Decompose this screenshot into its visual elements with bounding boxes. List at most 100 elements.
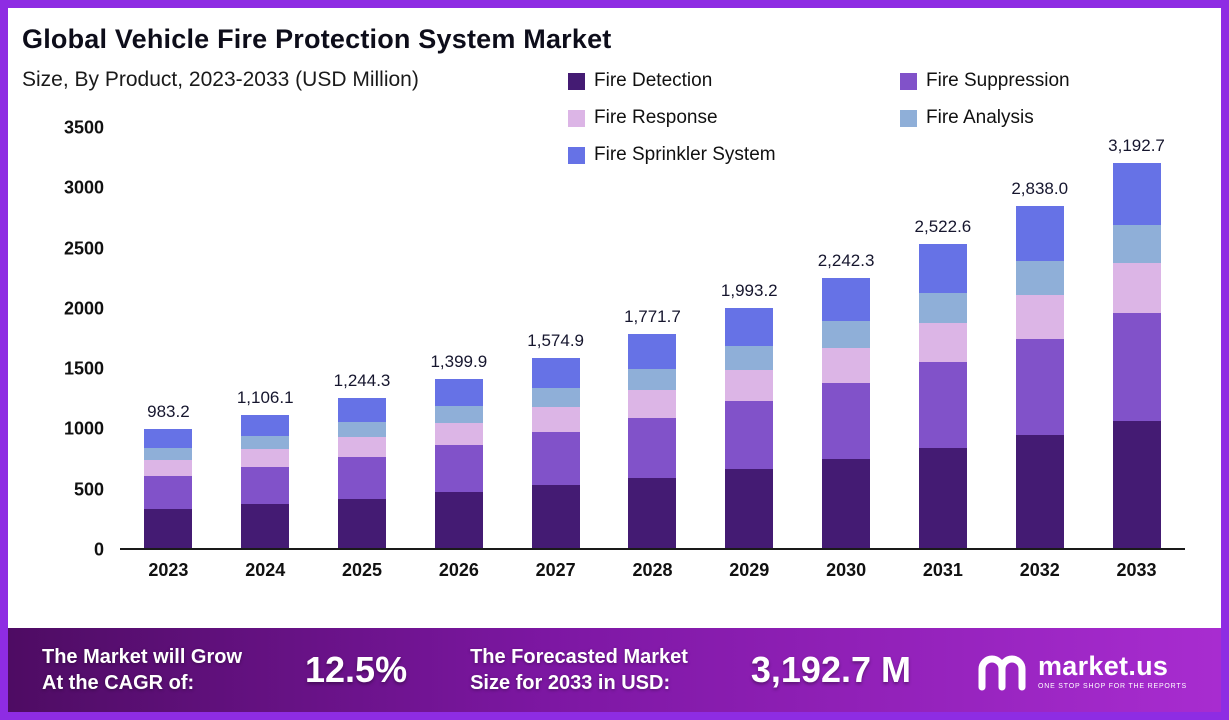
bar-segment-fire-sprinkler-system xyxy=(725,307,774,347)
legend-item-fire-detection: Fire Detection xyxy=(568,70,900,92)
bar-segment-fire-suppression xyxy=(725,401,774,469)
forecast-label-line2: Size for 2033 in USD: xyxy=(470,672,671,694)
bar-stack xyxy=(144,429,193,548)
bar-segment-fire-sprinkler-system xyxy=(1015,205,1064,261)
legend: Fire Detection Fire Suppression Fire Res… xyxy=(568,70,1198,166)
bar-segment-fire-analysis xyxy=(1112,224,1161,264)
bar-group: 983.2 xyxy=(120,128,217,548)
legend-label-fire-analysis: Fire Analysis xyxy=(926,107,1034,128)
y-axis-tick: 3500 xyxy=(63,117,104,138)
chart-area: Global Vehicle Fire Protection System Ma… xyxy=(8,8,1221,628)
cagr-label: The Market will Grow At the CAGR of: xyxy=(42,644,242,696)
bar-stack xyxy=(822,277,871,548)
bar-segment-fire-analysis xyxy=(822,321,871,349)
y-axis-tick: 2500 xyxy=(63,238,104,259)
bar-group: 2,838.0 xyxy=(991,128,1088,548)
bar-segment-fire-detection xyxy=(1015,435,1064,548)
bar-segment-fire-sprinkler-system xyxy=(241,414,290,437)
x-axis-label: 2024 xyxy=(245,560,286,580)
bar-segment-fire-suppression xyxy=(1112,313,1161,421)
bar-segment-fire-suppression xyxy=(531,432,580,486)
bar-segment-fire-sprinkler-system xyxy=(531,358,580,389)
y-axis: 0 500 1000 1500 2000 2500 3000 3500 xyxy=(16,8,104,628)
bar-stack xyxy=(628,334,677,548)
bar-segment-fire-detection xyxy=(628,477,677,548)
bar-segment-fire-suppression xyxy=(241,466,290,504)
x-axis-label: 2031 xyxy=(922,560,963,580)
bar-segment-fire-suppression xyxy=(434,445,483,493)
x-axis-label: 2025 xyxy=(342,560,383,580)
bar-segment-fire-analysis xyxy=(1015,260,1064,295)
page-title: Global Vehicle Fire Protection System Ma… xyxy=(22,24,612,54)
legend-item-fire-analysis: Fire Analysis xyxy=(900,107,1198,129)
bar-segment-fire-sprinkler-system xyxy=(918,243,967,293)
y-axis-tick: 3000 xyxy=(63,177,104,198)
bar-total-label: 1,244.3 xyxy=(333,371,391,390)
legend-label-fire-detection: Fire Detection xyxy=(594,70,713,91)
bar-segment-fire-analysis xyxy=(918,292,967,323)
legend-label-fire-response: Fire Response xyxy=(594,107,718,128)
brand-text-block: market.us ONE STOP SHOP FOR THE REPORTS xyxy=(1038,651,1187,690)
bar-segment-fire-response xyxy=(918,322,967,363)
bar-group: 1,574.9 xyxy=(507,128,604,548)
forecast-label-line1: The Forecasted Market xyxy=(470,646,688,668)
bar-segment-fire-sprinkler-system xyxy=(628,334,677,369)
bar-stack xyxy=(434,379,483,548)
bar-total-label: 2,242.3 xyxy=(817,250,875,270)
legend-label-fire-suppression: Fire Suppression xyxy=(926,70,1070,91)
footer-banner: The Market will Grow At the CAGR of: 12.… xyxy=(8,628,1221,712)
y-axis-tick: 1000 xyxy=(63,418,104,439)
x-axis-label: 2023 xyxy=(148,560,189,580)
bar-segment-fire-response xyxy=(241,449,290,467)
bar-segment-fire-analysis xyxy=(338,422,387,437)
bar-segment-fire-response xyxy=(144,460,193,476)
bar-stack xyxy=(725,307,774,548)
bar-total-label: 2,838.0 xyxy=(1011,178,1069,198)
x-axis-label: 2026 xyxy=(438,560,479,580)
bar-segment-fire-analysis xyxy=(725,346,774,371)
bar-segment-fire-analysis xyxy=(628,368,677,390)
bar-group: 2,522.6 xyxy=(895,128,992,548)
y-axis-tick: 0 xyxy=(93,539,104,560)
forecast-label: The Forecasted Market Size for 2033 in U… xyxy=(470,644,688,696)
legend-swatch-fire-analysis xyxy=(900,109,917,127)
brand-name: market.us xyxy=(1037,650,1169,681)
bar-segment-fire-response xyxy=(1015,294,1064,340)
cagr-label-line2: At the CAGR of: xyxy=(42,672,195,694)
bar-segment-fire-suppression xyxy=(338,456,387,499)
x-axis-label: 2028 xyxy=(632,560,673,580)
bar-segment-fire-suppression xyxy=(144,475,193,509)
page-subtitle: Size, By Product, 2023-2033 (USD Million… xyxy=(22,68,419,91)
bar-total-label: 983.2 xyxy=(147,402,190,422)
bar-segment-fire-detection xyxy=(918,447,967,548)
bar-segment-fire-analysis xyxy=(531,388,580,408)
bar-segment-fire-sprinkler-system xyxy=(822,277,871,322)
bar-group: 1,399.9 xyxy=(410,128,507,548)
x-axis-label: 2030 xyxy=(826,560,867,580)
bar-segment-fire-sprinkler-system xyxy=(434,379,483,407)
bar-stack xyxy=(241,414,290,548)
legend-swatch-fire-response xyxy=(568,109,585,127)
bar-segment-fire-response xyxy=(822,348,871,384)
legend-swatch-fire-sprinkler-system xyxy=(568,146,585,164)
bar-segment-fire-response xyxy=(434,423,483,446)
x-axis-label: 2027 xyxy=(535,560,576,580)
legend-swatch-fire-suppression xyxy=(900,72,917,90)
bar-segment-fire-sprinkler-system xyxy=(144,429,193,449)
bar-segment-fire-response xyxy=(338,437,387,457)
bar-total-label: 2,522.6 xyxy=(914,216,972,236)
bar-total-label: 1,574.9 xyxy=(527,331,585,351)
bar-total-label: 3,192.7 xyxy=(1108,136,1165,156)
bar-group: 1,244.3 xyxy=(314,128,411,548)
bar-segment-fire-analysis xyxy=(434,406,483,424)
bar-segment-fire-detection xyxy=(531,485,580,548)
bar-group: 3,192.7 xyxy=(1088,128,1185,548)
bar-segment-fire-analysis xyxy=(144,448,193,461)
bar-group: 1,993.2 xyxy=(701,128,798,548)
y-axis-tick: 2000 xyxy=(63,298,104,319)
bar-total-label: 1,993.2 xyxy=(720,280,778,300)
bar-segment-fire-suppression xyxy=(822,383,871,459)
bar-total-label: 1,106.1 xyxy=(236,387,294,407)
legend-item-fire-response: Fire Response xyxy=(568,107,900,129)
